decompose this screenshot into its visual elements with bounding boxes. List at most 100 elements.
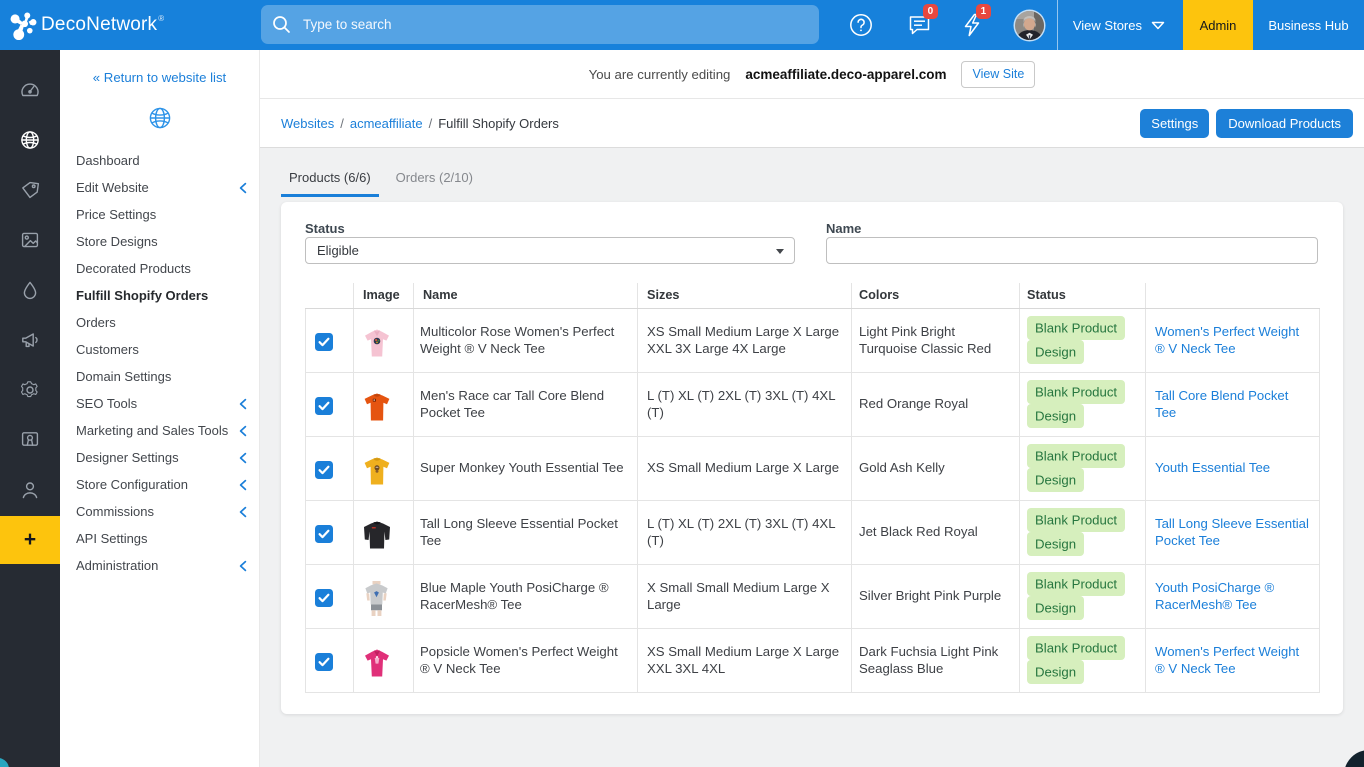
- row-checkbox[interactable]: [315, 653, 333, 672]
- product-link[interactable]: Women's Perfect Weight ® V Neck Tee: [1155, 324, 1300, 356]
- rail-item-production[interactable]: [0, 265, 60, 315]
- rail-item-artwork[interactable]: [0, 215, 60, 265]
- tab-orders-2-10-[interactable]: Orders (2/10): [395, 170, 473, 185]
- rail-item-settings[interactable]: [0, 365, 60, 415]
- product-link[interactable]: Women's Perfect Weight ® V Neck Tee: [1155, 644, 1300, 676]
- messages-button[interactable]: 0: [907, 4, 938, 39]
- column-header-blank-0: [305, 283, 354, 309]
- sidebar-item-price-settings[interactable]: Price Settings: [60, 201, 259, 228]
- sidebar-item-store-designs[interactable]: Store Designs: [60, 228, 259, 255]
- status-select[interactable]: Eligible: [305, 237, 795, 264]
- product-link[interactable]: Tall Core Blend Pocket Tee: [1155, 388, 1289, 420]
- column-header-status: Status: [1019, 283, 1146, 309]
- chevron-left-icon: [239, 182, 247, 193]
- product-link[interactable]: Tall Long Sleeve Essential Pocket Tee: [1155, 516, 1309, 548]
- cell-image: [353, 500, 414, 565]
- brand-logo[interactable]: DecoNetwork ®: [9, 0, 164, 50]
- main-area: You are currently editing acmeaffiliate.…: [260, 50, 1364, 767]
- breadcrumb-link[interactable]: Websites: [281, 115, 335, 131]
- row-checkbox[interactable]: [315, 461, 333, 480]
- row-checkbox[interactable]: [315, 397, 333, 416]
- status-select-value: Eligible: [317, 243, 359, 258]
- gear-icon: [20, 381, 38, 398]
- sidebar-item-dashboard[interactable]: Dashboard: [60, 147, 259, 174]
- cell-sizes: L (T) XL (T) 2XL (T) 3XL (T) 4XL (T): [637, 372, 852, 437]
- sidebar-item-label: SEO Tools: [76, 396, 138, 411]
- chevron-left-icon: [239, 479, 247, 490]
- add-button[interactable]: +: [0, 516, 60, 564]
- sidebar-item-commissions[interactable]: Commissions: [60, 498, 259, 525]
- sidebar-item-fulfill-shopify-orders[interactable]: Fulfill Shopify Orders: [60, 282, 259, 309]
- sidebar-item-label: Customers: [76, 342, 139, 357]
- cell-checkbox: [305, 372, 354, 437]
- rail-item-websites[interactable]: [0, 115, 60, 165]
- search-box[interactable]: [261, 5, 819, 44]
- row-checkbox[interactable]: [315, 333, 333, 352]
- avatar[interactable]: [1014, 10, 1044, 40]
- cell-name: Blue Maple Youth PosiCharge ® RacerMesh®…: [413, 564, 638, 629]
- sidebar-item-edit-website[interactable]: Edit Website: [60, 174, 259, 201]
- check-icon: [318, 401, 330, 411]
- tab-products-6-6-[interactable]: Products (6/6): [281, 148, 379, 197]
- admin-tab[interactable]: Admin: [1183, 0, 1253, 50]
- sidebar-item-designer-settings[interactable]: Designer Settings: [60, 444, 259, 471]
- sidebar-item-label: Edit Website: [76, 180, 149, 195]
- sidebar-item-customers[interactable]: Customers: [60, 336, 259, 363]
- rail-item-customers[interactable]: [0, 465, 60, 515]
- settings-button[interactable]: Settings: [1140, 108, 1210, 138]
- row-checkbox[interactable]: [315, 525, 333, 544]
- product-thumbnail-icon: [364, 649, 389, 676]
- globe-icon: [21, 131, 39, 149]
- view-site-button[interactable]: View Site: [961, 60, 1036, 88]
- status-badge: Blank Product Design: [1027, 316, 1126, 364]
- sidebar-item-api-settings[interactable]: API Settings: [60, 525, 259, 552]
- name-label: Name: [826, 221, 862, 236]
- cell-image: [353, 308, 414, 373]
- website-globe: [60, 107, 259, 129]
- product-link[interactable]: Youth Essential Tee: [1155, 460, 1271, 476]
- status-filter: Status Eligible: [305, 222, 795, 264]
- sidebar-item-label: Store Configuration: [76, 477, 189, 492]
- globe-icon: [149, 107, 170, 129]
- cell-product-link: Women's Perfect Weight ® V Neck Tee: [1145, 308, 1320, 373]
- row-checkbox[interactable]: [315, 589, 333, 608]
- cell-checkbox: [305, 308, 354, 373]
- rail-item-marketing[interactable]: [0, 315, 60, 365]
- rail-item-pricing[interactable]: [0, 165, 60, 215]
- rail-item-dashboard[interactable]: [0, 65, 60, 115]
- cell-status: Blank Product Design: [1019, 628, 1146, 693]
- dashboard-icon: [21, 83, 39, 97]
- name-filter-input[interactable]: [826, 237, 1318, 264]
- table-row: Men's Race car Tall Core Blend Pocket Te…: [305, 372, 1320, 437]
- chevron-left-icon: [239, 452, 247, 463]
- breadcrumb-link[interactable]: acmeaffiliate: [349, 115, 423, 131]
- sidebar-item-seo-tools[interactable]: SEO Tools: [60, 390, 259, 417]
- notifications-button[interactable]: 1: [960, 4, 991, 39]
- rail-item-store-designs[interactable]: [0, 415, 60, 465]
- business-hub-tab[interactable]: Business Hub: [1268, 17, 1349, 33]
- product-thumbnail-icon: [364, 393, 389, 420]
- view-stores-button[interactable]: View Stores: [1058, 0, 1183, 50]
- table-row: Popsicle Women's Perfect Weight ® V Neck…: [305, 628, 1320, 693]
- sidebar-item-administration[interactable]: Administration: [60, 552, 259, 579]
- breadcrumb-separator: /: [428, 115, 433, 131]
- help-icon: [849, 14, 872, 36]
- sidebar-item-store-configuration[interactable]: Store Configuration: [60, 471, 259, 498]
- sidebar-item-marketing-and-sales-tools[interactable]: Marketing and Sales Tools: [60, 417, 259, 444]
- chevron-left-icon: [239, 560, 247, 571]
- cell-status: Blank Product Design: [1019, 372, 1146, 437]
- download-products-button[interactable]: Download Products: [1216, 108, 1353, 138]
- cell-product-link: Tall Long Sleeve Essential Pocket Tee: [1145, 500, 1320, 565]
- help-button[interactable]: [848, 11, 874, 39]
- sidebar: « Return to website list Dashboard Edit …: [60, 50, 260, 767]
- sidebar-item-domain-settings[interactable]: Domain Settings: [60, 363, 259, 390]
- sidebar-item-orders[interactable]: Orders: [60, 309, 259, 336]
- cell-name: Popsicle Women's Perfect Weight ® V Neck…: [413, 628, 638, 693]
- return-to-website-list-link[interactable]: « Return to website list: [92, 70, 227, 85]
- search-input[interactable]: [303, 17, 808, 32]
- cell-name: Men's Race car Tall Core Blend Pocket Te…: [413, 372, 638, 437]
- sidebar-item-decorated-products[interactable]: Decorated Products: [60, 255, 259, 282]
- product-thumbnail-icon: [364, 457, 389, 484]
- product-link[interactable]: Youth PosiCharge ® RacerMesh® Tee: [1155, 580, 1275, 612]
